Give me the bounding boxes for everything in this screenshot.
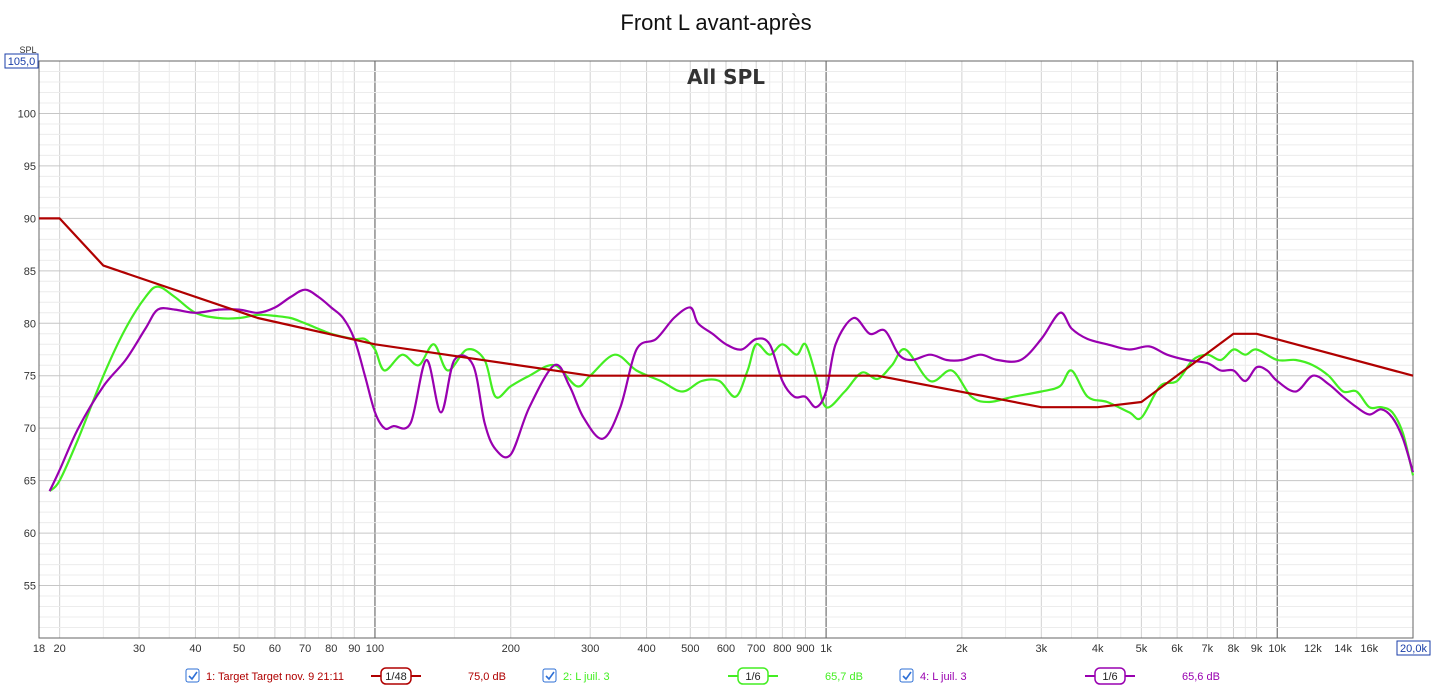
x-tick-label: 5k [1136, 643, 1148, 655]
y-tick-label: 85 [24, 266, 36, 278]
x-tick-label: 800 [773, 643, 791, 655]
x-tick-label: 70 [299, 643, 311, 655]
x-tick-label: 900 [796, 643, 814, 655]
x-tick-label: 20 [54, 643, 66, 655]
legend-name: 2: L juil. 3 [563, 671, 610, 683]
y-top-value-box[interactable]: 105,0 [4, 53, 39, 69]
x-tick-label: 7k [1202, 643, 1214, 655]
legend-entry-2[interactable]: 2: L juil. 3 1/6 65,7 dB [542, 667, 863, 685]
smoothing-badge[interactable] [380, 667, 412, 685]
x-axis: 18 20 30 40 50 60 70 80 90 100 200 300 400 500 600 700 8… [33, 643, 1379, 655]
legend-checkbox[interactable] [899, 668, 914, 683]
x-tick-label: 80 [325, 643, 337, 655]
x-tick-label: 30 [133, 643, 145, 655]
y-tick-label: 90 [24, 213, 36, 225]
y-tick-label: 60 [24, 528, 36, 540]
y-tick-label: 75 [24, 371, 36, 383]
y-axis: 55 60 65 70 75 80 85 90 95 100 [18, 108, 36, 592]
x-tick-label: 60 [269, 643, 281, 655]
x-tick-label: 50 [233, 643, 245, 655]
x-tick-label: 40 [189, 643, 201, 655]
series-line-1 [39, 217, 1414, 409]
y-tick-label: 100 [18, 108, 36, 120]
y-axis-label: SPL [19, 45, 36, 55]
x-tick-label: 3k [1036, 643, 1048, 655]
legend-level: 65,7 dB [825, 671, 863, 683]
x-tick-label: 18 [33, 643, 45, 655]
x-tick-label: 8k [1228, 643, 1240, 655]
x-tick-label: 14k [1334, 643, 1352, 655]
y-tick-label: 65 [24, 476, 36, 488]
legend-entry-3[interactable]: 4: L juil. 3 1/6 65,6 dB [899, 667, 1220, 685]
legend-entry-1[interactable]: 1: Target Target nov. 9 21:11 1/48 75,0 dB [185, 667, 506, 685]
x-tick-label: 600 [717, 643, 735, 655]
legend-name: 1: Target Target nov. 9 21:11 [206, 671, 344, 683]
checkmark-icon [188, 671, 198, 681]
x-tick-label: 100 [366, 643, 384, 655]
legend-level: 75,0 dB [468, 671, 506, 683]
smoothing-badge[interactable] [737, 667, 769, 685]
x-right-value-box[interactable]: 20,0k [1396, 640, 1431, 656]
y-tick-label: 70 [24, 423, 36, 435]
x-tick-label: 9k [1251, 643, 1263, 655]
smoothing-label: 1/48 [385, 671, 406, 683]
chart-title: Front L avant-après [620, 10, 811, 35]
smoothing-label: 1/6 [745, 671, 760, 683]
x-tick-label: 1k [820, 643, 832, 655]
legend-name: 4: L juil. 3 [920, 671, 967, 683]
y-tick-label: 95 [24, 161, 36, 173]
chart-subtitle: All SPL [687, 65, 765, 89]
series-line-2 [48, 285, 1415, 492]
x-tick-label: 2k [956, 643, 968, 655]
x-tick-label: 200 [502, 643, 520, 655]
x-tick-label: 500 [681, 643, 699, 655]
legend-checkbox[interactable] [185, 668, 200, 683]
checkmark-icon [902, 671, 912, 681]
x-right-value: 20,0k [1400, 643, 1427, 655]
legend: 1: Target Target nov. 9 21:11 1/48 75,0 dB… [185, 667, 1220, 685]
x-tick-label: 400 [637, 643, 655, 655]
x-tick-label: 10k [1268, 643, 1286, 655]
x-tick-label: 6k [1171, 643, 1183, 655]
series-line-3 [48, 288, 1415, 492]
checkmark-icon [545, 671, 555, 681]
y-tick-label: 55 [24, 581, 36, 593]
grid [39, 61, 1414, 638]
x-tick-label: 300 [581, 643, 599, 655]
legend-checkbox[interactable] [542, 668, 557, 683]
x-tick-label: 90 [348, 643, 360, 655]
smoothing-badge[interactable] [1094, 667, 1126, 685]
legend-level: 65,6 dB [1182, 671, 1220, 683]
y-tick-label: 80 [24, 318, 36, 330]
x-tick-label: 16k [1360, 643, 1378, 655]
series-lines [39, 217, 1415, 492]
x-tick-label: 4k [1092, 643, 1104, 655]
x-tick-label: 12k [1304, 643, 1322, 655]
x-tick-label: 700 [747, 643, 765, 655]
smoothing-label: 1/6 [1102, 671, 1117, 683]
y-top-value: 105,0 [8, 56, 36, 68]
plot-frame [38, 60, 1414, 639]
